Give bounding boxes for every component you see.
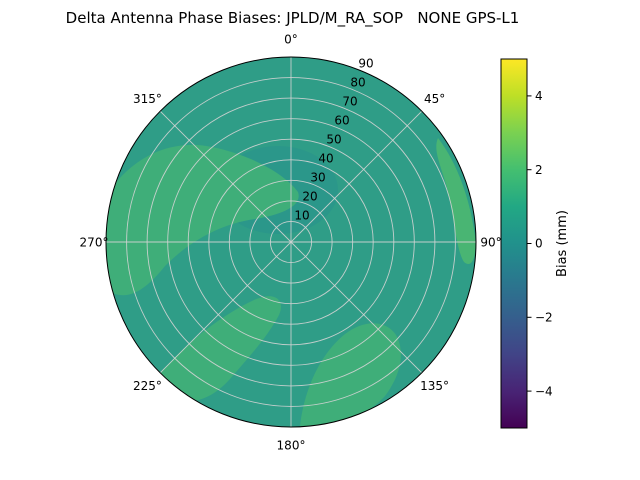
colorbar-tick-label: −4 (535, 385, 553, 399)
radial-tick-label: 10 (294, 209, 309, 223)
colorbar-tick-label: −2 (535, 311, 553, 325)
radial-tick-label: 20 (302, 190, 317, 204)
colorbar-gradient (501, 59, 527, 428)
heatmap-region-bottom-left (157, 296, 282, 401)
radial-tick-labels: 10 20 30 40 50 60 70 80 90 (294, 57, 373, 223)
colorbar-tick-label: 2 (535, 163, 543, 177)
colorbar-tick-label: 0 (535, 237, 543, 251)
polar-outline (105, 56, 477, 428)
angular-tick-label-0: 0° (284, 33, 298, 47)
colorbar-tick-label: 4 (535, 89, 543, 103)
angular-tick-label-90: 90° (480, 236, 501, 250)
angular-tick-label-135: 135° (420, 379, 449, 393)
radial-tick-label: 80 (350, 76, 365, 90)
colorbar-axis-label: Bias (mm) (555, 210, 570, 277)
angular-tick-labels: 0° 45° 90° 135° 180° 225° 270° 315° (80, 33, 502, 453)
grid-spoke (290, 110, 423, 243)
angular-grid (106, 57, 476, 427)
chart-title: Delta Antenna Phase Biases: JPLD/M_RA_SO… (65, 9, 520, 27)
radial-tick-label: 30 (310, 171, 325, 185)
radial-tick-label: 60 (334, 114, 349, 128)
colorbar-tick-labels: −4 −2 0 2 4 (535, 89, 553, 399)
radial-tick-label: 70 (342, 95, 357, 109)
angular-tick-label-45: 45° (424, 92, 445, 106)
grid-spoke (159, 110, 292, 243)
heatmap-region-upper-left (106, 144, 299, 296)
radial-tick-label: 40 (318, 152, 333, 166)
angular-tick-label-225: 225° (133, 379, 162, 393)
angular-tick-label-315: 315° (133, 92, 162, 106)
radial-tick-label: 90 (358, 57, 373, 71)
angular-tick-label-270: 270° (80, 236, 109, 250)
radial-tick-label: 50 (326, 133, 341, 147)
grid-spoke (159, 241, 292, 374)
grid-spoke (290, 241, 423, 374)
heatmap-region-bottom-right (300, 323, 401, 427)
angular-tick-label-180: 180° (277, 439, 306, 453)
colorbar-ticks (527, 95, 532, 392)
colorbar: −4 −2 0 2 4 Bias (mm) (500, 58, 570, 429)
heatmap-region-right-rim (436, 138, 476, 265)
